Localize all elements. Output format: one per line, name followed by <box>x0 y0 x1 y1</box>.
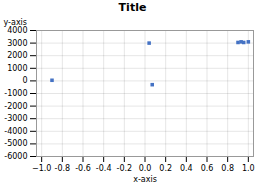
svg-text:0: 0 <box>22 76 27 85</box>
svg-text:0.8: 0.8 <box>221 164 234 173</box>
svg-text:0.4: 0.4 <box>180 164 193 173</box>
svg-text:-4000: -4000 <box>4 127 27 136</box>
svg-text:−1.0: −1.0 <box>32 164 51 173</box>
svg-text:-0.2: -0.2 <box>117 164 133 173</box>
svg-text:0.0: 0.0 <box>139 164 152 173</box>
svg-text:1.0: 1.0 <box>242 164 255 173</box>
svg-text:0.2: 0.2 <box>159 164 172 173</box>
html-text:Title: Title <box>118 1 147 14</box>
svg-text:-6000: -6000 <box>4 152 27 161</box>
svg-text:-0.4: -0.4 <box>96 164 112 173</box>
svg-text:2000: 2000 <box>7 51 27 60</box>
svg-text:-5000: -5000 <box>4 139 27 148</box>
svg-text:-3000: -3000 <box>4 114 27 123</box>
svg-text:x-axis: x-axis <box>133 175 157 184</box>
svg-text:y-axis: y-axis <box>4 18 28 27</box>
svg-text:3000: 3000 <box>7 39 27 48</box>
svg-text:-0.8: -0.8 <box>55 164 71 173</box>
svg-text:-1000: -1000 <box>4 89 27 98</box>
svg-text:4000: 4000 <box>7 26 27 35</box>
svg-text:1000: 1000 <box>7 64 27 73</box>
svg-text:-0.6: -0.6 <box>75 164 91 173</box>
svg-text:0.6: 0.6 <box>201 164 214 173</box>
svg-text:-2000: -2000 <box>4 102 27 111</box>
